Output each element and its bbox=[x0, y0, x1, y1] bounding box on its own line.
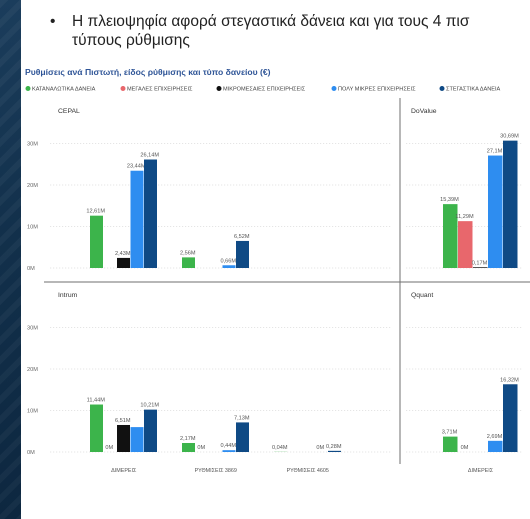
legend-label: ΜΕΓΑΛΕΣ ΕΠΙΧΕΙΡΗΣΕΙΣ bbox=[127, 87, 193, 93]
bar-data-label: 0,66M bbox=[220, 258, 236, 264]
bullet-text-line-1: Η πλειοψηφία αφορά στεγαστικά δάνεια και… bbox=[72, 13, 470, 30]
legend-swatch bbox=[120, 86, 126, 91]
chart-legend: ΚΑΤΑΝΑΛΩΤΙΚΑ ΔΑΝΕΙΑ ΜΕΓΑΛΕΣ ΕΠΙΧΕΙΡΗΣΕΙΣ Μ… bbox=[25, 86, 501, 93]
bar-data-label: 0M bbox=[197, 445, 205, 451]
panel-title: DoValue bbox=[411, 108, 437, 115]
legend-swatch bbox=[331, 86, 337, 91]
bar bbox=[488, 440, 503, 452]
y-tick-label: 20M bbox=[27, 183, 38, 189]
legend-swatch bbox=[216, 86, 222, 91]
panel-title: CEPAL bbox=[58, 108, 80, 115]
bar bbox=[488, 155, 503, 268]
bar bbox=[117, 424, 130, 452]
bar-data-label: 2,17M bbox=[180, 436, 196, 442]
bar-data-label: 26,14M bbox=[140, 153, 159, 159]
bar-data-label: 0,04M bbox=[272, 445, 288, 451]
x-category-label: ΡΥΘΜΙΣΕΙΣ 3869 bbox=[195, 468, 237, 474]
panel-qquant: Qquant 3,71M 0M 2,69M 16,32M ΔΙΜΕΡΕΙΣ bbox=[406, 292, 522, 474]
panel-cepal: CEPAL 0M 10M 20M 30M 12,61M 2,43M 23,44M 26,14M 2… bbox=[27, 108, 392, 272]
bar bbox=[144, 409, 157, 452]
bar-data-label: 27,1M bbox=[487, 149, 503, 155]
legend-swatch bbox=[439, 86, 445, 91]
legend-label: ΠΟΛΥ ΜΙΚΡΕΣ ΕΠΙΧΕΙΡΗΣΕΙΣ bbox=[338, 87, 416, 93]
bar bbox=[236, 422, 249, 452]
bullet-marker: • bbox=[50, 13, 56, 30]
bar-data-label: 3,71M bbox=[442, 430, 458, 436]
bar bbox=[328, 450, 341, 452]
bar bbox=[443, 204, 458, 268]
bar-data-label: 30,69M bbox=[500, 134, 519, 140]
bar bbox=[117, 257, 130, 268]
bar-data-label: 0M bbox=[316, 445, 324, 451]
bar bbox=[90, 404, 103, 452]
chart-panels: CEPAL 0M 10M 20M 30M 12,61M 2,43M 23,44M 26,14M 2… bbox=[27, 108, 522, 474]
panel-intrum: Intrum 0M 10M 20M 30M 11,44M 0M 6,51M 10,21M 2,17… bbox=[27, 292, 392, 474]
bar-data-label: 10,21M bbox=[140, 403, 159, 409]
legend-swatch bbox=[25, 86, 31, 91]
bar-data-label: 11,29M bbox=[455, 214, 474, 220]
bar-data-label: 2,43M bbox=[115, 251, 131, 257]
bar-data-label: 2,69M bbox=[487, 434, 503, 440]
bar-data-label: 0,28M bbox=[326, 444, 342, 450]
bar bbox=[503, 140, 518, 268]
slide-side-stripe bbox=[0, 0, 21, 519]
legend-label: ΜΙΚΡΟΜΕΣΑΙΕΣ ΕΠΙΧΕΙΡΗΣΕΙΣ bbox=[223, 87, 306, 93]
bar bbox=[182, 257, 195, 268]
bar bbox=[503, 384, 518, 452]
bar bbox=[443, 436, 458, 452]
y-tick-label: 10M bbox=[27, 225, 38, 231]
panel-dovalue: DoValue 15,39M 11,29M 0,17M 27,1M 30,69M bbox=[406, 108, 522, 269]
x-category-label: ΔΙΜΕΡΕΙΣ bbox=[111, 468, 137, 474]
y-tick-label: 30M bbox=[27, 326, 38, 332]
bar-data-label: 0M bbox=[105, 445, 113, 451]
x-category-label: ΔΙΜΕΡΕΙΣ bbox=[468, 468, 494, 474]
bar bbox=[222, 450, 236, 452]
bar-data-label: 0,17M bbox=[472, 260, 488, 266]
chart-title: Ρυθμίσεις ανά Πιστωτή, είδος ρύθμισης κα… bbox=[25, 67, 271, 77]
bar bbox=[473, 267, 488, 268]
bullet-text-line-2: τύπους ρύθμισης bbox=[72, 32, 190, 49]
panel-dividers bbox=[44, 98, 530, 464]
y-tick-label: 30M bbox=[27, 142, 38, 148]
bar-data-label: 11,44M bbox=[87, 398, 106, 404]
y-tick-label: 10M bbox=[27, 409, 38, 415]
bar-data-label: 0,44M bbox=[220, 443, 236, 449]
panel-title: Intrum bbox=[58, 292, 78, 299]
bar-data-label: 12,61M bbox=[86, 209, 105, 215]
bar-data-label: 2,56M bbox=[180, 250, 196, 256]
bar-data-label: 23,44M bbox=[127, 164, 146, 170]
y-tick-label: 20M bbox=[27, 367, 38, 373]
bar bbox=[90, 215, 103, 268]
bar-data-label: 16,32M bbox=[500, 377, 519, 383]
bar bbox=[130, 427, 144, 452]
bar-data-label: 15,39M bbox=[440, 197, 459, 203]
legend-label: ΚΑΤΑΝΑΛΩΤΙΚΑ ΔΑΝΕΙΑ bbox=[32, 87, 96, 93]
bar bbox=[458, 221, 473, 268]
bar-data-label: 6,52M bbox=[234, 234, 250, 240]
x-category-label: ΡΥΘΜΙΣΕΙΣ 4605 bbox=[287, 468, 329, 474]
panel-title: Qquant bbox=[411, 292, 433, 299]
bar bbox=[130, 170, 144, 268]
bar bbox=[182, 442, 195, 452]
bar bbox=[236, 240, 249, 268]
bar-data-label: 6,51M bbox=[115, 418, 131, 424]
bar-data-label: 7,13M bbox=[234, 415, 250, 421]
legend-label: ΣΤΕΓΑΣΤΙΚΑ ΔΑΝΕΙΑ bbox=[446, 87, 501, 93]
bar bbox=[144, 159, 157, 268]
y-tick-label: 0M bbox=[27, 450, 35, 456]
bar-data-label: 0M bbox=[461, 445, 469, 451]
bar bbox=[222, 265, 236, 268]
y-tick-label: 0M bbox=[27, 266, 35, 272]
